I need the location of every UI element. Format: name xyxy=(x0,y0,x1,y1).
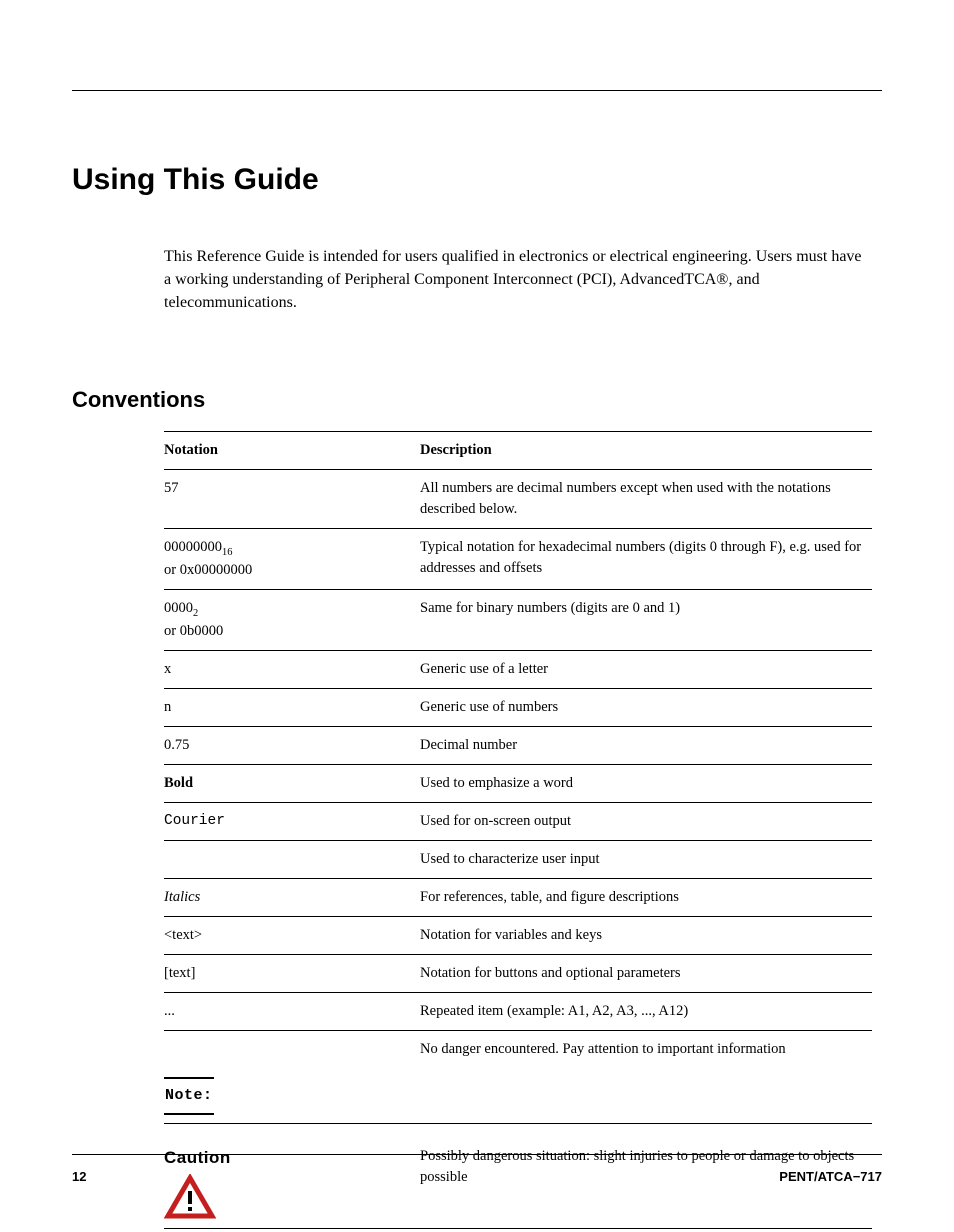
table-row: x Generic use of a letter xyxy=(164,650,872,688)
table-row: 0.75 Decimal number xyxy=(164,726,872,764)
table-row: Courier Used for on-screen output xyxy=(164,802,872,840)
notation-cell: 0.75 xyxy=(164,735,420,756)
conventions-table: Notation Description 57 All numbers are … xyxy=(164,431,872,1230)
intro-paragraph: This Reference Guide is intended for use… xyxy=(164,245,872,315)
notation-cell: Italics xyxy=(164,887,420,908)
table-row: 57 All numbers are decimal numbers excep… xyxy=(164,469,872,528)
bin-sub: 2 xyxy=(193,608,198,619)
desc-cell: No danger encountered. Pay attention to … xyxy=(420,1039,872,1115)
bin-alt: or 0b0000 xyxy=(164,623,223,639)
notation-cell: Note: xyxy=(164,1039,420,1115)
notation-cell: x xyxy=(164,659,420,680)
note-label: Note: xyxy=(164,1077,214,1115)
notation-cell xyxy=(164,849,420,870)
section-heading: Conventions xyxy=(72,387,882,413)
desc-cell: Decimal number xyxy=(420,735,872,756)
page-footer: 12 PENT/ATCA−717 xyxy=(72,1154,882,1184)
notation-cell: n xyxy=(164,697,420,718)
notation-cell: Bold xyxy=(164,773,420,794)
desc-cell: Used to characterize user input xyxy=(420,849,872,870)
table-header-row: Notation Description xyxy=(164,431,872,469)
page-title: Using This Guide xyxy=(72,163,882,197)
table-row: Italics For references, table, and figur… xyxy=(164,878,872,916)
table-row: [text] Notation for buttons and optional… xyxy=(164,954,872,992)
desc-cell: Generic use of numbers xyxy=(420,697,872,718)
table-row: Used to characterize user input xyxy=(164,840,872,878)
notation-cell: 57 xyxy=(164,478,420,520)
desc-cell: For references, table, and figure descri… xyxy=(420,887,872,908)
table-row: 00002 or 0b0000 Same for binary numbers … xyxy=(164,589,872,650)
desc-cell: Repeated item (example: A1, A2, A3, ...,… xyxy=(420,1001,872,1022)
desc-cell: Used for on-screen output xyxy=(420,811,872,832)
notation-cell: <text> xyxy=(164,925,420,946)
notation-cell: Courier xyxy=(164,811,420,832)
top-rule xyxy=(72,90,882,91)
table-row: Bold Used to emphasize a word xyxy=(164,764,872,802)
desc-cell: All numbers are decimal numbers except w… xyxy=(420,478,872,520)
notation-cell: ... xyxy=(164,1001,420,1022)
desc-cell: Notation for variables and keys xyxy=(420,925,872,946)
table-row: n Generic use of numbers xyxy=(164,688,872,726)
desc-cell: Used to emphasize a word xyxy=(420,773,872,794)
bin-base: 0000 xyxy=(164,600,193,616)
doc-id: PENT/ATCA−717 xyxy=(779,1169,882,1184)
desc-cell: Same for binary numbers (digits are 0 an… xyxy=(420,598,872,642)
table-row: ... Repeated item (example: A1, A2, A3, … xyxy=(164,992,872,1030)
desc-cell: Generic use of a letter xyxy=(420,659,872,680)
notation-cell: [text] xyxy=(164,963,420,984)
hex-base: 00000000 xyxy=(164,539,222,555)
desc-cell: Typical notation for hexadecimal numbers… xyxy=(420,537,872,581)
header-description: Description xyxy=(420,440,872,461)
table-row: Note: No danger encountered. Pay attenti… xyxy=(164,1030,872,1123)
page-number: 12 xyxy=(72,1169,86,1184)
hex-sub: 16 xyxy=(222,547,232,558)
hex-alt: or 0x00000000 xyxy=(164,562,252,578)
notation-cell: 00002 or 0b0000 xyxy=(164,598,420,642)
table-row: 0000000016 or 0x00000000 Typical notatio… xyxy=(164,528,872,589)
table-row: <text> Notation for variables and keys xyxy=(164,916,872,954)
header-notation: Notation xyxy=(164,440,420,461)
desc-cell: Notation for buttons and optional parame… xyxy=(420,963,872,984)
notation-cell: 0000000016 or 0x00000000 xyxy=(164,537,420,581)
